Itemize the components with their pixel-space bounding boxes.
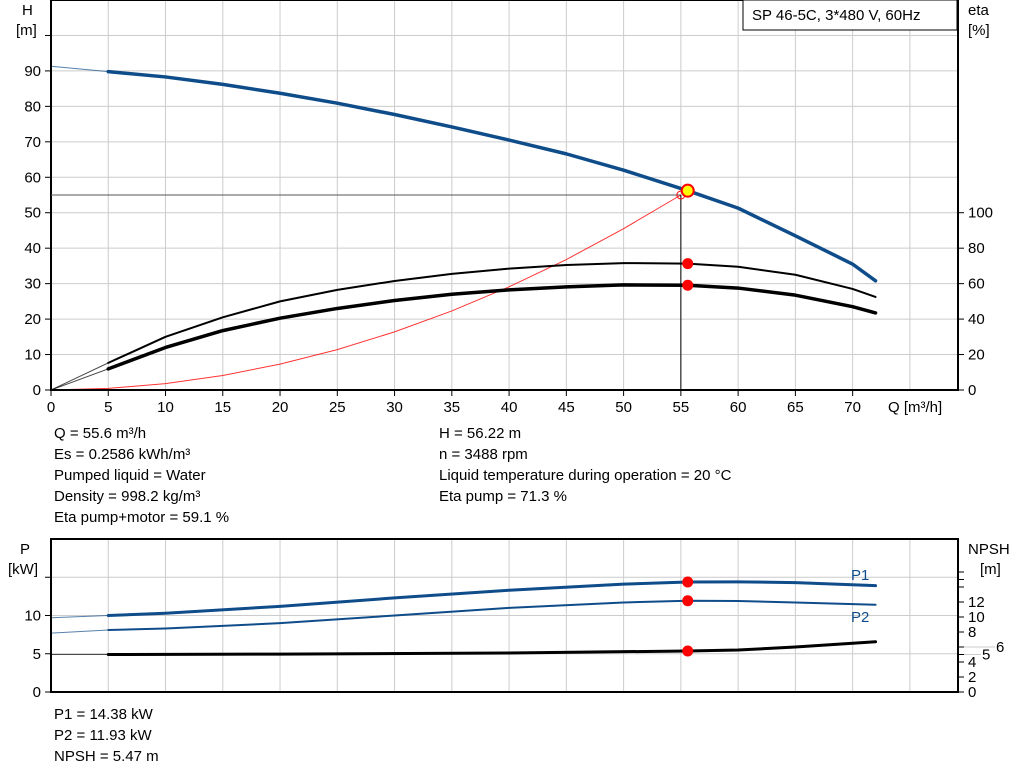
p-axis-unit: [kW] (8, 561, 38, 578)
p1-curve-extrapolated (50, 615, 109, 619)
x-tick-label: 20 (272, 399, 289, 416)
head-curve (106, 69, 878, 283)
bottom-grid (51, 539, 958, 692)
h-tick-label: 50 (24, 205, 41, 222)
h-tick-label: 70 (24, 134, 41, 151)
npsh-tick-label: 0 (968, 684, 976, 701)
markers (51, 183, 695, 657)
x-tick-label: 30 (386, 399, 403, 416)
info-h: H = 56.22 m (439, 425, 522, 442)
npsh-axis-unit: [m] (980, 561, 1001, 578)
eta-pump-motor-curve-extrapolated (50, 368, 109, 391)
info-q: Q = 55.6 m³/h (54, 425, 147, 442)
eta-tick-label: 20 (968, 347, 985, 364)
operating-point-marker (680, 183, 695, 198)
npsh-tick-label: 8 (968, 624, 976, 641)
x-tick-label: 0 (47, 399, 55, 416)
p1-series-label: P1 (851, 567, 869, 584)
eta-tick-label: 0 (968, 382, 976, 399)
eta-pump-motor-marker (682, 279, 694, 291)
p1-curve (106, 580, 878, 617)
npsh-tick-label: 12 (968, 594, 985, 611)
npsh-curve (106, 640, 878, 656)
eta-pump-curve (107, 262, 877, 364)
h-tick-label: 0 (33, 382, 41, 399)
system-curve (50, 194, 682, 391)
info-npsh: NPSH = 5.47 m (54, 748, 159, 765)
info-eta-pump: Eta pump = 71.3 % (439, 488, 567, 505)
p-tick-label: 10 (24, 608, 41, 625)
p-tick-label: 5 (33, 646, 41, 663)
p-axis-label: P (20, 541, 30, 558)
q-axis-label: Q [m³/h] (888, 399, 942, 416)
info-n: n = 3488 rpm (439, 446, 528, 463)
x-tick-label: 15 (214, 399, 231, 416)
info-top-left: Q = 55.6 m³/h Es = 0.2586 kWh/m³ Pumped … (54, 423, 229, 528)
p2-curve-extrapolated (50, 629, 109, 634)
chart-title: SP 46-5C, 3*480 V, 60Hz (752, 7, 920, 24)
npsh-tick-label: 6 (996, 639, 1004, 656)
p1-marker (682, 576, 694, 588)
eta-tick-label: 60 (968, 276, 985, 293)
axes: 0 5 10 15 20 25 30 35 40 45 50 55 60 65 70010203040506… (24, 0, 1004, 701)
info-temp: Liquid temperature during operation = 20… (439, 467, 732, 484)
npsh-tick-label: 10 (968, 609, 985, 626)
top-grid (51, 0, 958, 390)
info-top-right: H = 56.22 m n = 3488 rpm Liquid temperat… (439, 423, 731, 507)
p-tick-label: 0 (33, 684, 41, 701)
p2-series-label: P2 (851, 609, 869, 626)
npsh-tick-label: 5 (982, 647, 990, 664)
info-liquid: Pumped liquid = Water (54, 467, 206, 484)
npsh-marker (682, 645, 694, 657)
eta-tick-label: 100 (968, 205, 993, 222)
npsh-tick-label: 4 (968, 654, 976, 671)
legend-box (742, 0, 958, 31)
eta-pump-motor-curve (106, 283, 878, 371)
h-tick-label: 10 (24, 347, 41, 364)
h-tick-label: 20 (24, 311, 41, 328)
eta-tick-label: 40 (968, 311, 985, 328)
head-curve-extrapolated (50, 65, 109, 73)
npsh-tick-label: 2 (968, 669, 976, 686)
h-tick-label: 40 (24, 240, 41, 257)
info-p2: P2 = 11.93 kW (54, 727, 152, 744)
x-tick-label: 35 (443, 399, 460, 416)
h-tick-label: 90 (24, 63, 41, 80)
x-tick-label: 70 (844, 399, 861, 416)
eta-tick-label: 80 (968, 240, 985, 257)
x-tick-label: 5 (104, 399, 112, 416)
eta-pump-curve-extrapolated (50, 362, 109, 391)
h-axis-label: H (22, 2, 33, 19)
x-tick-label: 65 (787, 399, 804, 416)
h-tick-label: 60 (24, 169, 41, 186)
info-eta-pump-motor: Eta pump+motor = 59.1 % (54, 509, 230, 526)
info-p1: P1 = 14.38 kW (54, 706, 153, 723)
x-tick-label: 60 (730, 399, 747, 416)
info-density: Density = 998.2 kg/m³ (54, 488, 201, 505)
h-tick-label: 30 (24, 276, 41, 293)
x-tick-label: 55 (673, 399, 690, 416)
h-axis-unit: [m] (16, 22, 37, 39)
h-tick-label: 80 (24, 98, 41, 115)
x-tick-label: 10 (157, 399, 174, 416)
eta-axis-unit: [%] (968, 22, 990, 39)
x-tick-label: 25 (329, 399, 346, 416)
x-tick-label: 45 (558, 399, 575, 416)
x-tick-label: 50 (615, 399, 632, 416)
eta-axis-label: eta (968, 2, 990, 19)
curves (50, 65, 878, 656)
p2-curve (107, 599, 877, 632)
info-es: Es = 0.2586 kWh/m³ (54, 446, 191, 463)
x-tick-label: 40 (501, 399, 518, 416)
p2-marker (682, 595, 694, 607)
eta-pump-marker (682, 258, 694, 270)
npsh-axis-label: NPSH (968, 541, 1010, 558)
info-bottom: P1 = 14.38 kW P2 = 11.93 kW NPSH = 5.47 … (54, 704, 159, 767)
